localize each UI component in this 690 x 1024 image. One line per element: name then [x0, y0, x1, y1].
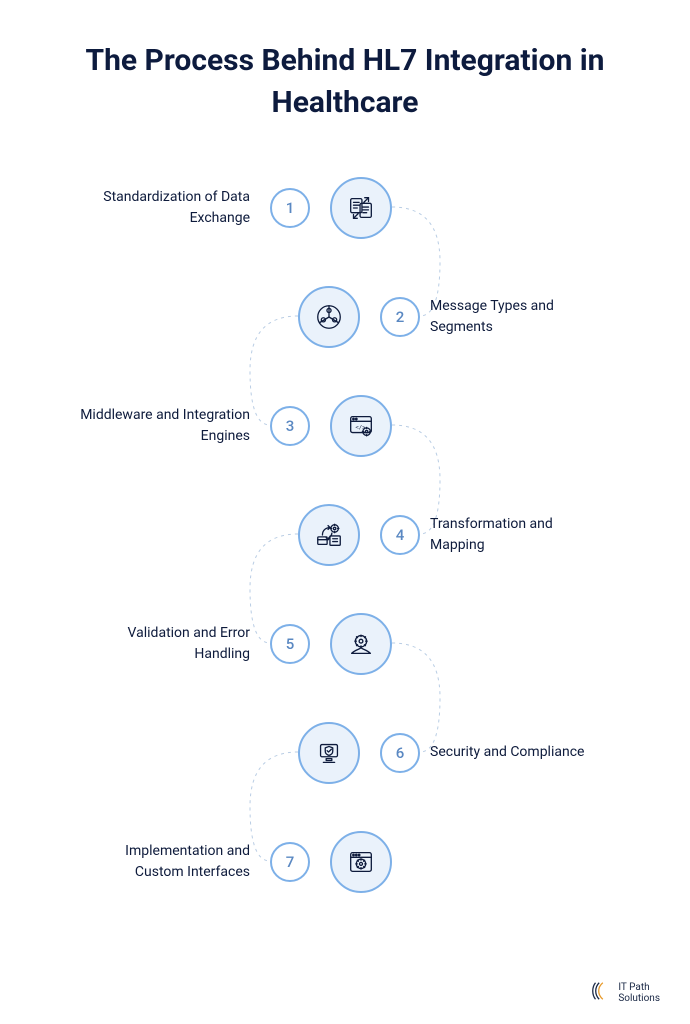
step-7: Implementation and Custom Interfaces 7: [0, 829, 690, 894]
step-label: Security and Compliance: [430, 742, 600, 763]
brand-name-line2: Solutions: [618, 993, 660, 1004]
step-label: Implementation and Custom Interfaces: [80, 841, 250, 883]
step-number: 1: [270, 188, 310, 228]
step-2: Message Types and Segments2: [0, 284, 690, 349]
step-number: 3: [270, 406, 310, 446]
footer-brand: IT Path Solutions: [590, 980, 660, 1006]
step-5: Validation and Error Handling 5: [0, 611, 690, 676]
interfaces-icon: [330, 831, 392, 893]
middleware-icon: </>: [330, 395, 392, 457]
step-label: Middleware and Integration Engines: [80, 405, 250, 447]
page-title: The Process Behind HL7 Integration in He…: [0, 0, 690, 144]
step-number: 7: [270, 842, 310, 882]
step-label: Standardization of Data Exchange: [80, 187, 250, 229]
step-label: Transformation and Mapping: [430, 514, 600, 556]
data-exchange-icon: [330, 177, 392, 239]
transform-map-icon: [298, 504, 360, 566]
brand-name-line1: IT Path: [618, 982, 660, 993]
security-icon: [298, 722, 360, 784]
message-segments-icon: [298, 286, 360, 348]
step-label: Validation and Error Handling: [80, 623, 250, 665]
step-4: Transformation and Mapping4: [0, 502, 690, 567]
step-number: 5: [270, 624, 310, 664]
step-6: Security and Compliance 6: [0, 720, 690, 785]
step-1: Standardization of Data Exchange 1: [0, 175, 690, 240]
validation-icon: [330, 613, 392, 675]
step-label: Message Types and Segments: [430, 296, 600, 338]
step-number: 6: [380, 733, 420, 773]
brand-logo-icon: [590, 980, 612, 1006]
step-3: Middleware and Integration Engines 3 </>: [0, 393, 690, 458]
step-number: 4: [380, 515, 420, 555]
step-number: 2: [380, 297, 420, 337]
